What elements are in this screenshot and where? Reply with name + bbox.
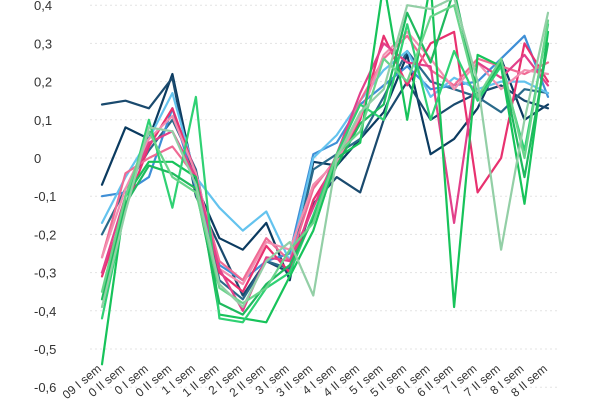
y-tick-label: -0,2 <box>34 227 56 242</box>
y-tick-label: -0,1 <box>34 189 56 204</box>
series-line-12 <box>100 0 550 316</box>
grid-lines <box>90 4 560 388</box>
y-tick-label: -0,5 <box>34 342 56 357</box>
series-lines <box>100 0 550 366</box>
y-tick-label: -0,4 <box>34 304 56 319</box>
y-tick-label: -0,3 <box>34 266 56 281</box>
series-line-13 <box>100 4 550 305</box>
series-line-14 <box>100 0 550 309</box>
y-axis-ticks: 0,50,40,30,20,10-0,1-0,2-0,3-0,4-0,5-0,6 <box>34 0 56 395</box>
y-tick-label: 0,1 <box>34 113 52 128</box>
y-tick-label: 0,4 <box>34 0 52 13</box>
y-tick-label: 0,3 <box>34 36 52 51</box>
y-tick-label: -0,6 <box>34 380 56 395</box>
y-tick-label: 0,2 <box>34 75 52 90</box>
y-tick-label: 0 <box>34 151 41 166</box>
series-line-11 <box>100 23 550 324</box>
